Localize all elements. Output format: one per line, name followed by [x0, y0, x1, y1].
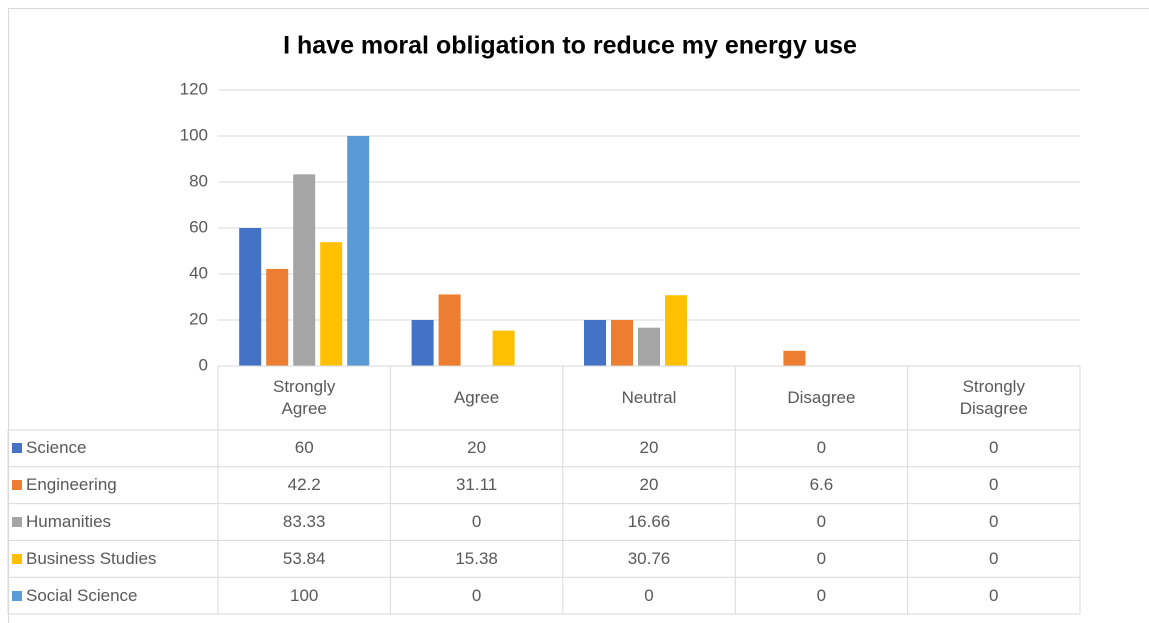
table-value-text: 0: [644, 585, 654, 605]
x-tick-label: Neutral: [563, 366, 735, 430]
bar: [492, 330, 515, 366]
legend-key: [12, 590, 22, 601]
table-value: 83.33: [218, 504, 390, 541]
legend-entry: Business Studies: [8, 540, 218, 577]
y-tick-label: 60: [189, 217, 208, 236]
table-value: 31.11: [390, 467, 562, 504]
table-value-text: 100: [290, 585, 319, 605]
table-value: 0: [908, 504, 1080, 541]
table-value: 0: [563, 577, 735, 614]
table-value: 0: [908, 577, 1080, 614]
table-value-text: 30.76: [627, 548, 671, 568]
y-tick-label: 80: [189, 171, 208, 190]
table-value-text: 0: [989, 475, 999, 495]
table-value: 0: [908, 540, 1080, 577]
table-value: 0: [908, 430, 1080, 467]
chart-border: [8, 8, 1149, 623]
table-value-text: 42.2: [287, 475, 321, 495]
table-value: 60: [218, 430, 390, 467]
legend-entry: Social Science: [8, 577, 218, 614]
table-value: 42.2: [218, 467, 390, 504]
bar: [638, 327, 660, 366]
table-value-text: 0: [816, 548, 827, 568]
table-value-text: 6.6: [809, 475, 834, 495]
table-value-text: 20: [467, 438, 487, 458]
table-value-text: 60: [294, 438, 314, 458]
legend-entry: Science: [8, 430, 218, 467]
x-tick-label-text: Agree: [453, 388, 500, 407]
legend-entry-text: Engineering: [26, 475, 117, 495]
bar: [347, 136, 370, 366]
table-value: 20: [563, 430, 735, 467]
table-value-text: 0: [816, 511, 827, 531]
table-value-text: 20: [639, 475, 659, 495]
table-value: 16.66: [563, 504, 735, 541]
y-tick-label: 40: [189, 263, 208, 282]
bar: [320, 242, 343, 366]
table-value: 20: [390, 430, 562, 467]
x-tick-label: Strongly Agree: [218, 366, 390, 430]
x-tick-label-text: Strongly Agree: [273, 377, 336, 418]
table-value: 0: [390, 504, 562, 541]
table-value-text: 0: [816, 585, 827, 605]
bar: [665, 295, 687, 366]
table-value: 20: [563, 467, 735, 504]
bar: [783, 350, 806, 366]
table-value: 0: [735, 577, 907, 614]
legend-entry-text: Humanities: [26, 511, 112, 531]
bar: [239, 228, 262, 366]
x-tick-label: Disagree: [735, 366, 907, 430]
x-tick-label: Strongly Disagree: [908, 366, 1080, 430]
legend-entry-text: Business Studies: [26, 548, 157, 568]
table-value-text: 0: [989, 548, 999, 568]
table-value-text: 0: [989, 438, 999, 458]
table-value: 0: [908, 467, 1080, 504]
chart-title: I have moral obligation to reduce my ene…: [283, 32, 857, 60]
table-value-text: 0: [471, 585, 482, 605]
table-value-text: 16.66: [627, 511, 671, 531]
y-tick-label: 20: [189, 309, 208, 328]
legend-entry-text: Science: [26, 438, 87, 458]
table-value-text: 0: [989, 511, 999, 531]
table-value: 30.76: [563, 540, 735, 577]
legend-entry: Engineering: [8, 467, 218, 504]
table-value: 0: [735, 504, 907, 541]
table-value: 0: [735, 540, 907, 577]
table-value-text: 53.84: [282, 548, 326, 568]
table-value: 15.38: [390, 540, 562, 577]
bar: [584, 320, 606, 366]
y-tick-label: 0: [199, 355, 208, 374]
table-value-text: 15.38: [455, 548, 498, 568]
y-tick-label: 100: [180, 125, 208, 144]
table-value-text: 20: [639, 438, 659, 458]
table-value-text: 0: [989, 585, 999, 605]
legend-key: [12, 516, 22, 527]
table-value-text: 0: [816, 438, 827, 458]
bar: [611, 320, 633, 366]
table-value: 0: [735, 430, 907, 467]
table-value-text: 0: [471, 511, 482, 531]
bar: [438, 294, 461, 366]
bar: [293, 174, 316, 366]
x-tick-label-text: Disagree: [787, 388, 856, 407]
legend-key: [12, 443, 22, 454]
legend-key: [12, 480, 22, 491]
y-tick-label: 120: [180, 79, 208, 98]
bar: [411, 320, 434, 366]
table-value: 53.84: [218, 540, 390, 577]
table-value: 6.6: [735, 467, 907, 504]
table-value: 100: [218, 577, 390, 614]
x-tick-label: Agree: [390, 366, 562, 430]
legend-key: [12, 553, 22, 564]
legend-entry: Humanities: [8, 504, 218, 541]
table-value: 0: [390, 577, 562, 614]
table-value-text: 31.11: [455, 475, 498, 495]
table-value-text: 83.33: [282, 511, 326, 531]
x-tick-label-text: Strongly Disagree: [959, 377, 1028, 418]
x-tick-label-text: Neutral: [621, 388, 677, 407]
bar: [266, 268, 289, 366]
legend-entry-text: Social Science: [26, 585, 138, 605]
